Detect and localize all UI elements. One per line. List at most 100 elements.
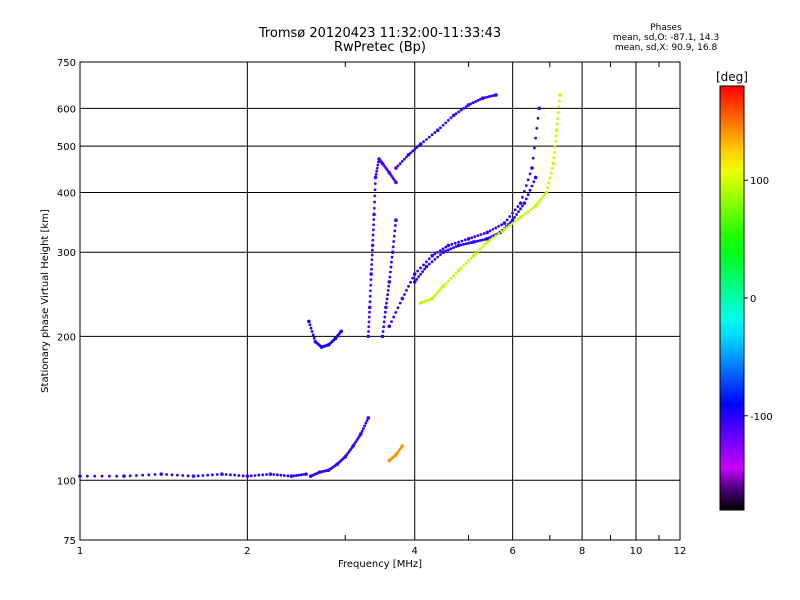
data-point: [265, 473, 268, 476]
data-point: [524, 197, 528, 201]
data-point: [548, 176, 552, 180]
data-point: [510, 218, 515, 223]
data-point: [481, 245, 484, 249]
data-point: [417, 275, 421, 279]
data-point: [367, 325, 371, 329]
data-point: [363, 424, 366, 428]
data-point: [367, 315, 371, 319]
data-point: [553, 150, 556, 154]
data-point: [369, 278, 373, 282]
data-point: [469, 256, 473, 260]
data-point: [469, 241, 473, 245]
data-point: [316, 471, 320, 475]
data-point: [115, 474, 119, 478]
data-point: [473, 235, 477, 239]
data-point: [147, 473, 151, 477]
data-point: [391, 245, 395, 249]
colorbar-tick-label: 100: [750, 176, 769, 187]
data-point: [399, 446, 403, 449]
data-point: [400, 159, 404, 163]
data-point: [224, 473, 228, 476]
data-point: [532, 180, 536, 184]
data-point: [292, 474, 296, 478]
data-point: [537, 106, 542, 111]
data-point: [519, 207, 522, 211]
data-point: [497, 232, 501, 235]
data-point: [402, 157, 406, 161]
data-point: [302, 473, 305, 476]
data-point: [100, 474, 104, 478]
data-point: [403, 293, 406, 296]
data-point: [380, 161, 384, 165]
data-point: [206, 473, 210, 477]
y-tick-label: 750: [57, 58, 76, 69]
data-point: [483, 237, 487, 241]
data-point: [415, 277, 419, 281]
data-point: [385, 301, 388, 305]
data-point: [319, 344, 322, 348]
data-point: [268, 472, 273, 476]
data-point: [436, 255, 440, 259]
data-point: [528, 172, 532, 176]
data-point: [387, 324, 392, 329]
data-point: [494, 234, 498, 238]
data-point: [550, 166, 554, 170]
data-point: [371, 233, 375, 237]
data-point: [456, 268, 461, 273]
data-point: [524, 184, 528, 187]
data-point: [546, 186, 549, 190]
data-point: [367, 305, 372, 310]
data-point: [297, 473, 301, 477]
data-point: [237, 474, 241, 477]
data-point: [449, 276, 453, 280]
data-point: [436, 290, 440, 294]
data-point: [554, 128, 559, 132]
data-point: [466, 237, 471, 241]
data-point: [353, 442, 356, 446]
data-point: [372, 212, 376, 217]
data-point: [533, 146, 536, 150]
data-point: [334, 463, 338, 467]
x-tick-label: 10: [630, 546, 643, 557]
data-point: [229, 473, 232, 477]
data-point: [439, 286, 443, 290]
data-point: [537, 200, 541, 203]
data-point: [411, 149, 415, 153]
data-point: [427, 135, 431, 139]
data-point: [508, 223, 512, 227]
data-point: [462, 242, 466, 246]
data-point: [430, 253, 434, 258]
data-point: [476, 234, 480, 238]
data-point: [434, 292, 438, 296]
data-point: [373, 182, 377, 186]
data-point: [428, 297, 432, 301]
data-point: [354, 440, 358, 444]
data-point: [380, 334, 385, 339]
data-point: [459, 243, 463, 247]
data-point: [505, 225, 509, 229]
data-point: [483, 96, 487, 100]
data-point: [311, 333, 315, 337]
data-point: [433, 131, 437, 134]
data-point: [500, 223, 503, 227]
data-point: [521, 195, 524, 199]
data-point: [279, 473, 283, 477]
data-point: [454, 245, 458, 248]
data-point: [441, 247, 445, 251]
data-point: [369, 289, 372, 293]
data-point: [554, 134, 558, 138]
data-point: [511, 221, 514, 225]
data-point: [494, 226, 498, 230]
data-point: [492, 234, 496, 238]
data-point: [418, 142, 423, 146]
data-point: [483, 242, 487, 246]
data-point: [432, 295, 436, 298]
data-point: [530, 166, 534, 170]
data-point: [368, 310, 371, 314]
data-point: [309, 326, 313, 330]
data-point: [405, 288, 408, 292]
data-point: [366, 416, 371, 420]
data-point: [453, 241, 457, 245]
data-point: [326, 343, 329, 347]
data-point: [422, 140, 425, 144]
